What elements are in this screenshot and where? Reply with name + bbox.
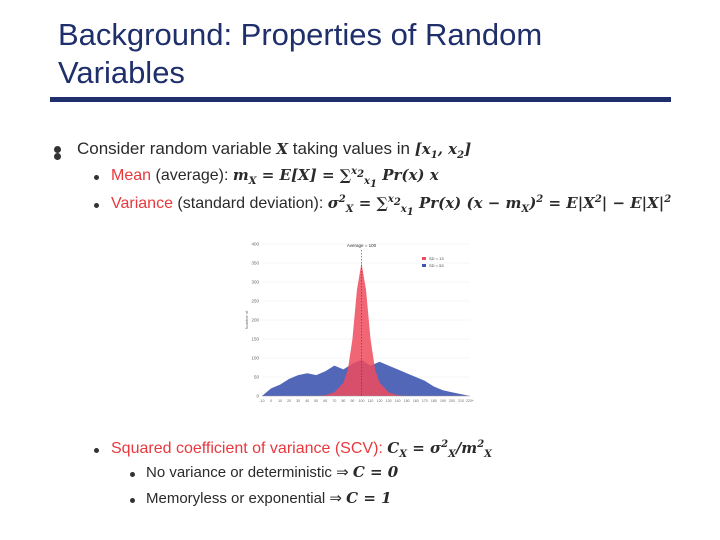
legend-swatch <box>422 264 426 267</box>
x-tick-label: 200 <box>449 399 455 403</box>
x-tick-label: 80 <box>341 399 345 403</box>
y-tick-label: 300 <box>251 280 259 285</box>
x-tick-label: 160 <box>413 399 419 403</box>
x-tick-label: 100 <box>359 399 365 403</box>
x-tick-label: 110 <box>368 399 374 403</box>
sub-sub-bullet-icon <box>130 472 135 477</box>
x-tick-label: 180 <box>431 399 437 403</box>
bullet-random-variable: Consider random variable X taking values… <box>77 139 471 161</box>
variance-paren: (standard deviation): <box>177 195 324 212</box>
sub-bullet-icon <box>94 448 99 453</box>
main-bullet-icon <box>54 144 64 162</box>
x-tick-label: 0 <box>270 399 272 403</box>
x-tick-label: 70 <box>332 399 336 403</box>
mean-paren: (average): <box>155 167 229 184</box>
no-variance-text: No variance or deterministic <box>146 464 332 481</box>
x-tick-label: 10 <box>278 399 282 403</box>
memoryless-eq: C = 1 <box>346 489 392 507</box>
legend-label: SD = 13 <box>429 256 444 261</box>
y-tick-label: 0 <box>256 394 259 399</box>
x-tick-label: 190 <box>440 399 446 403</box>
x-tick-label: 170 <box>422 399 428 403</box>
x-tick-label: 50 <box>314 399 318 403</box>
implies-arrow-icon: ⇒ <box>329 490 342 507</box>
x-tick-label: 40 <box>305 399 309 403</box>
x-tick-label: 140 <box>395 399 401 403</box>
mean-label: Mean <box>111 167 152 184</box>
x-tick-label: 60 <box>323 399 327 403</box>
bullet-text-mid: taking values in <box>292 139 410 158</box>
slide-title: Background: Properties of Random Variabl… <box>58 16 678 92</box>
scv-formula: CX = σ2X/m2X <box>387 439 492 460</box>
bullet-memoryless: Memoryless or exponential ⇒ C = 1 <box>146 489 392 507</box>
y-tick-label: 100 <box>251 356 259 361</box>
x-tick-label: 150 <box>404 399 410 403</box>
variance-formula: σ2X = ∑x2x1 Pr(x) (x − mX)2 = E|X2| − E|… <box>327 194 672 218</box>
legend-label: SD = 53 <box>429 263 444 268</box>
chart-title: Average = 100 <box>347 243 377 248</box>
y-tick-label: 350 <box>251 261 259 266</box>
y-tick-label: 400 <box>251 242 259 247</box>
slide-title-line1: Background: Properties of Random <box>58 17 543 52</box>
y-tick-label: 200 <box>251 318 259 323</box>
no-variance-eq: C = 0 <box>352 463 399 481</box>
bullet-variance: Variance (standard deviation): σ2X = ∑x2… <box>111 194 671 218</box>
memoryless-text: Memoryless or exponential <box>146 490 326 507</box>
x-tick-label: 220+ <box>466 399 474 403</box>
x-tick-label: 30 <box>296 399 300 403</box>
x-tick-label: 210 <box>458 399 464 403</box>
mean-formula: mX = E[X] = ∑x2x1 Pr(x) x <box>232 166 439 190</box>
y-tick-label: 250 <box>251 299 259 304</box>
sub-sub-bullet-icon <box>130 498 135 503</box>
implies-arrow-icon: ⇒ <box>336 464 349 481</box>
variance-label: Variance <box>111 195 173 212</box>
y-tick-label: 150 <box>251 337 259 342</box>
legend-swatch <box>422 257 426 260</box>
slide-title-line2: Variables <box>58 55 185 90</box>
x-tick-label: 20 <box>287 399 291 403</box>
x-tick-label: 130 <box>386 399 392 403</box>
var-x: X <box>276 140 289 158</box>
y-tick-label: 50 <box>254 375 260 380</box>
sub-bullet-icon <box>94 175 99 180</box>
bullet-text: Consider random variable <box>77 139 272 158</box>
bullet-no-variance: No variance or deterministic ⇒ C = 0 <box>146 463 398 481</box>
value-range: [x1, x2] <box>414 140 472 161</box>
x-tick-label: 120 <box>377 399 383 403</box>
bullet-mean: Mean (average): mX = E[X] = ∑x2x1 Pr(x) … <box>111 166 439 190</box>
bullet-scv: Squared coefficient of variance (SCV): C… <box>111 439 492 460</box>
x-tick-label: -10 <box>259 399 264 403</box>
x-tick-label: 90 <box>350 399 354 403</box>
scv-label: Squared coefficient of variance (SCV): <box>111 440 383 457</box>
title-divider <box>50 97 671 102</box>
y-axis-label: Number of <box>244 310 249 330</box>
sub-bullet-icon <box>94 203 99 208</box>
